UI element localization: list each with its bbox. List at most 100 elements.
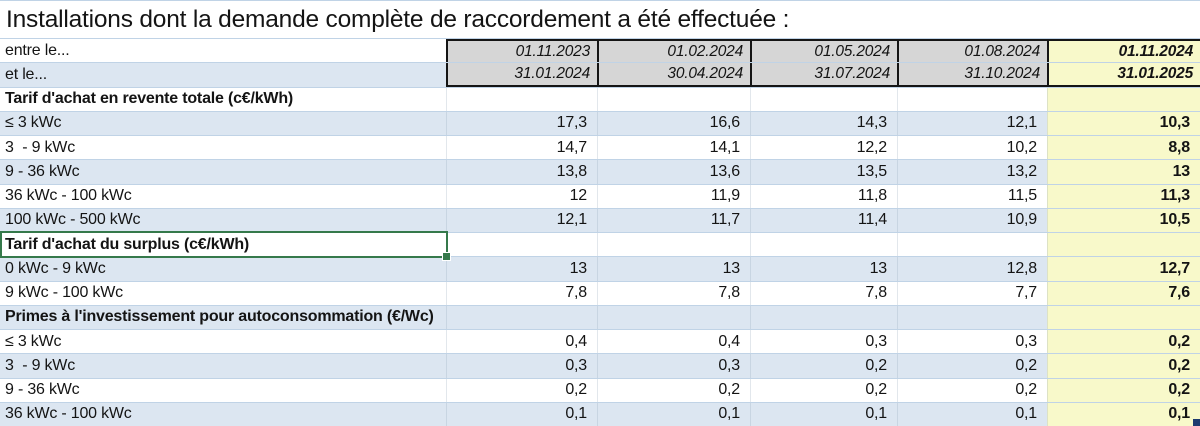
value-cell[interactable]: 11,8 bbox=[750, 184, 897, 208]
value-cell[interactable]: 10,9 bbox=[897, 208, 1047, 232]
value-cell[interactable]: 0,2 bbox=[897, 354, 1047, 378]
empty-cell[interactable] bbox=[750, 233, 897, 257]
period-start-cell[interactable]: 01.11.2024 bbox=[1047, 39, 1200, 63]
period-from-label-cell[interactable]: entre le... bbox=[5, 41, 70, 59]
value-cell[interactable]: 0,4 bbox=[597, 330, 750, 354]
value-cell[interactable]: 14,7 bbox=[446, 136, 597, 160]
value-cell[interactable]: 13,6 bbox=[597, 160, 750, 184]
table-row: et le... 31.01.2024 30.04.2024 31.07.2024 31… bbox=[0, 62, 1200, 87]
row-label-cell[interactable]: 9 kWc - 100 kWc bbox=[5, 284, 123, 302]
row-label-cell[interactable]: 3 - 9 kWc bbox=[5, 138, 76, 156]
period-to-label-cell[interactable]: et le... bbox=[5, 65, 47, 83]
value-cell[interactable]: 0,2 bbox=[750, 378, 897, 402]
section-header-cell[interactable]: Tarif d'achat en revente totale (c€/kWh) bbox=[5, 90, 294, 108]
value-cell[interactable]: 0,4 bbox=[446, 330, 597, 354]
period-end-cell[interactable]: 31.01.2025 bbox=[1047, 63, 1200, 87]
empty-cell[interactable] bbox=[1047, 305, 1200, 329]
empty-cell[interactable] bbox=[897, 87, 1047, 111]
empty-cell[interactable] bbox=[1047, 87, 1200, 111]
value-cell[interactable]: 12,8 bbox=[897, 257, 1047, 281]
period-end-cell[interactable]: 30.04.2024 bbox=[597, 63, 750, 87]
value-cell[interactable]: 12,1 bbox=[897, 111, 1047, 135]
value-cell[interactable]: 0,1 bbox=[446, 402, 597, 426]
value-cell[interactable]: 7,6 bbox=[1047, 281, 1200, 305]
empty-cell[interactable] bbox=[446, 233, 597, 257]
value-cell[interactable]: 0,1 bbox=[750, 402, 897, 426]
row-label-cell[interactable]: ≤ 3 kWc bbox=[5, 332, 62, 350]
empty-cell[interactable] bbox=[597, 233, 750, 257]
value-cell[interactable]: 0,3 bbox=[750, 330, 897, 354]
value-cell[interactable]: 10,5 bbox=[1047, 208, 1200, 232]
period-end-cell[interactable]: 31.07.2024 bbox=[750, 63, 897, 87]
value-cell[interactable]: 14,3 bbox=[750, 111, 897, 135]
period-end-cell[interactable]: 31.10.2024 bbox=[897, 63, 1047, 87]
selection-corner-marker[interactable] bbox=[1193, 419, 1200, 426]
value-cell[interactable]: 0,2 bbox=[597, 378, 750, 402]
empty-cell[interactable] bbox=[750, 305, 897, 329]
value-cell[interactable]: 12 bbox=[446, 184, 597, 208]
empty-cell[interactable] bbox=[897, 305, 1047, 329]
value-cell[interactable]: 0,1 bbox=[897, 402, 1047, 426]
row-label-cell[interactable]: ≤ 3 kWc bbox=[5, 114, 62, 132]
value-cell[interactable]: 13 bbox=[446, 257, 597, 281]
row-label-cell[interactable]: 9 - 36 kWc bbox=[5, 381, 80, 399]
empty-cell[interactable] bbox=[597, 305, 750, 329]
value-cell[interactable]: 7,7 bbox=[897, 281, 1047, 305]
value-cell[interactable]: 0,2 bbox=[750, 354, 897, 378]
value-cell[interactable]: 13 bbox=[1047, 160, 1200, 184]
empty-cell[interactable] bbox=[446, 87, 597, 111]
value-cell[interactable]: 0,2 bbox=[1047, 330, 1200, 354]
section-header-cell[interactable]: Primes à l'investissement pour autoconso… bbox=[5, 308, 434, 326]
value-cell[interactable]: 10,3 bbox=[1047, 111, 1200, 135]
period-start-cell[interactable]: 01.11.2023 bbox=[446, 39, 597, 63]
row-label-cell[interactable]: 9 - 36 kWc bbox=[5, 162, 80, 180]
value-cell[interactable]: 11,5 bbox=[897, 184, 1047, 208]
value-cell[interactable]: 0,3 bbox=[446, 354, 597, 378]
value-cell[interactable]: 0,1 bbox=[597, 402, 750, 426]
value-cell[interactable]: 0,3 bbox=[897, 330, 1047, 354]
empty-cell[interactable] bbox=[750, 87, 897, 111]
empty-cell[interactable] bbox=[446, 305, 597, 329]
value-cell[interactable]: 17,3 bbox=[446, 111, 597, 135]
value-cell[interactable]: 0,2 bbox=[897, 378, 1047, 402]
period-end-cell[interactable]: 31.01.2024 bbox=[446, 63, 597, 87]
value-cell[interactable]: 12,1 bbox=[446, 208, 597, 232]
period-start-cell[interactable]: 01.05.2024 bbox=[750, 39, 897, 63]
empty-cell[interactable] bbox=[1047, 233, 1200, 257]
row-label-cell[interactable]: 36 kWc - 100 kWc bbox=[5, 187, 132, 205]
row-label-cell[interactable]: 0 kWc - 9 kWc bbox=[5, 259, 106, 277]
value-cell[interactable]: 7,8 bbox=[446, 281, 597, 305]
value-cell[interactable]: 13 bbox=[750, 257, 897, 281]
value-cell[interactable]: 7,8 bbox=[750, 281, 897, 305]
row-label-cell[interactable]: 3 - 9 kWc bbox=[5, 356, 76, 374]
value-cell[interactable]: 0,2 bbox=[1047, 378, 1200, 402]
fill-handle[interactable] bbox=[442, 252, 451, 261]
value-cell[interactable]: 14,1 bbox=[597, 136, 750, 160]
value-cell[interactable]: 11,7 bbox=[597, 208, 750, 232]
value-cell[interactable]: 11,3 bbox=[1047, 184, 1200, 208]
table-title[interactable]: Installations dont la demande complète d… bbox=[6, 5, 790, 33]
value-cell[interactable]: 0,3 bbox=[597, 354, 750, 378]
value-cell[interactable]: 13,5 bbox=[750, 160, 897, 184]
value-cell[interactable]: 12,7 bbox=[1047, 257, 1200, 281]
value-cell[interactable]: 11,9 bbox=[597, 184, 750, 208]
value-cell[interactable]: 13,2 bbox=[897, 160, 1047, 184]
value-cell[interactable]: 7,8 bbox=[597, 281, 750, 305]
value-cell[interactable]: 0,2 bbox=[1047, 354, 1200, 378]
period-start-cell[interactable]: 01.02.2024 bbox=[597, 39, 750, 63]
row-label-cell[interactable]: 100 kWc - 500 kWc bbox=[5, 211, 141, 229]
value-cell[interactable]: 13,8 bbox=[446, 160, 597, 184]
value-cell[interactable]: 10,2 bbox=[897, 136, 1047, 160]
empty-cell[interactable] bbox=[597, 87, 750, 111]
value-cell[interactable]: 12,2 bbox=[750, 136, 897, 160]
value-cell[interactable]: 8,8 bbox=[1047, 136, 1200, 160]
period-start-cell[interactable]: 01.08.2024 bbox=[897, 39, 1047, 63]
value-cell[interactable]: 16,6 bbox=[597, 111, 750, 135]
value-cell[interactable]: 0,2 bbox=[446, 378, 597, 402]
empty-cell[interactable] bbox=[897, 233, 1047, 257]
row-label-cell[interactable]: 36 kWc - 100 kWc bbox=[5, 405, 132, 423]
value-cell[interactable]: 11,4 bbox=[750, 208, 897, 232]
section-header-cell[interactable]: Tarif d'achat du surplus (c€/kWh) bbox=[5, 235, 250, 253]
value-cell[interactable]: 13 bbox=[597, 257, 750, 281]
value-cell[interactable]: 0,1 bbox=[1047, 402, 1200, 426]
